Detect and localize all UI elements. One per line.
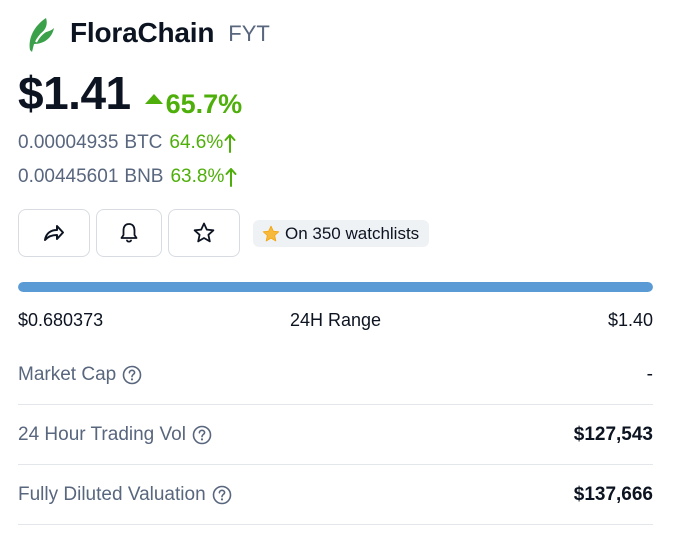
price-range-labels: $0.680373 24H Range $1.40 — [18, 310, 653, 334]
btc-conversion: 0.00004935 BTC 64.6% — [18, 132, 236, 154]
conversion-value: 0.00004935 — [18, 132, 119, 153]
stat-label: 24 Hour Trading Vol — [18, 424, 212, 446]
arrow-up-icon — [225, 168, 237, 187]
star-icon — [193, 222, 215, 243]
share-button[interactable] — [18, 209, 90, 257]
stat-label-text: Fully Diluted Valuation — [18, 483, 206, 505]
coin-header: FloraChain FYT — [24, 12, 270, 54]
florachain-logo-icon — [29, 18, 54, 52]
range-high: $1.40 — [607, 310, 653, 330]
stat-row-market-cap: Market Cap - — [18, 345, 653, 405]
stat-row-fully-diluted-valuation: Fully Diluted Valuation $137,666 — [18, 465, 653, 525]
watchlist-count-badge: On 350 watchlists — [253, 220, 430, 247]
range-title: 24H Range — [289, 310, 382, 330]
stat-label-text: 24 Hour Trading Vol — [18, 423, 186, 445]
price-change-percent: 65.7% — [165, 88, 243, 119]
coin-symbol: FYT — [228, 21, 270, 46]
conversion-value: 0.00445601 — [18, 166, 119, 187]
watchlist-count-label: On 350 watchlists — [285, 223, 420, 243]
add-to-watchlist-button[interactable] — [168, 209, 240, 257]
stat-value: $137,666 — [573, 483, 653, 505]
price-alert-button[interactable] — [96, 209, 162, 257]
conversion-unit: BNB — [124, 166, 164, 187]
range-low: $0.680373 — [18, 310, 104, 330]
stat-value: - — [646, 363, 653, 385]
price-range-fill — [18, 282, 653, 292]
bnb-conversion: 0.00445601 BNB 63.8% — [18, 166, 237, 188]
coin-price: $1.41 — [18, 67, 131, 119]
stat-row-trading-volume: 24 Hour Trading Vol $127,543 — [18, 405, 653, 465]
stat-label-text: Market Cap — [18, 363, 117, 385]
price-change: 65.7% — [144, 88, 243, 120]
stat-label: Fully Diluted Valuation — [18, 484, 232, 506]
price-row: $1.41 65.7% — [18, 66, 242, 120]
help-icon[interactable] — [192, 425, 212, 445]
conversion-change: 64.6% — [169, 132, 224, 153]
help-icon[interactable] — [212, 485, 232, 505]
coin-name: FloraChain — [70, 17, 215, 48]
stat-value: $127,543 — [573, 423, 653, 445]
bell-icon — [120, 223, 138, 243]
caret-up-icon — [144, 94, 163, 104]
stat-label: Market Cap — [18, 364, 142, 386]
help-icon[interactable] — [122, 365, 142, 385]
arrow-up-icon — [224, 134, 236, 153]
conversion-unit: BTC — [124, 132, 163, 153]
share-icon — [44, 225, 64, 241]
price-range-bar — [18, 282, 653, 292]
conversion-change: 63.8% — [170, 166, 225, 187]
star-filled-icon — [262, 225, 280, 241]
